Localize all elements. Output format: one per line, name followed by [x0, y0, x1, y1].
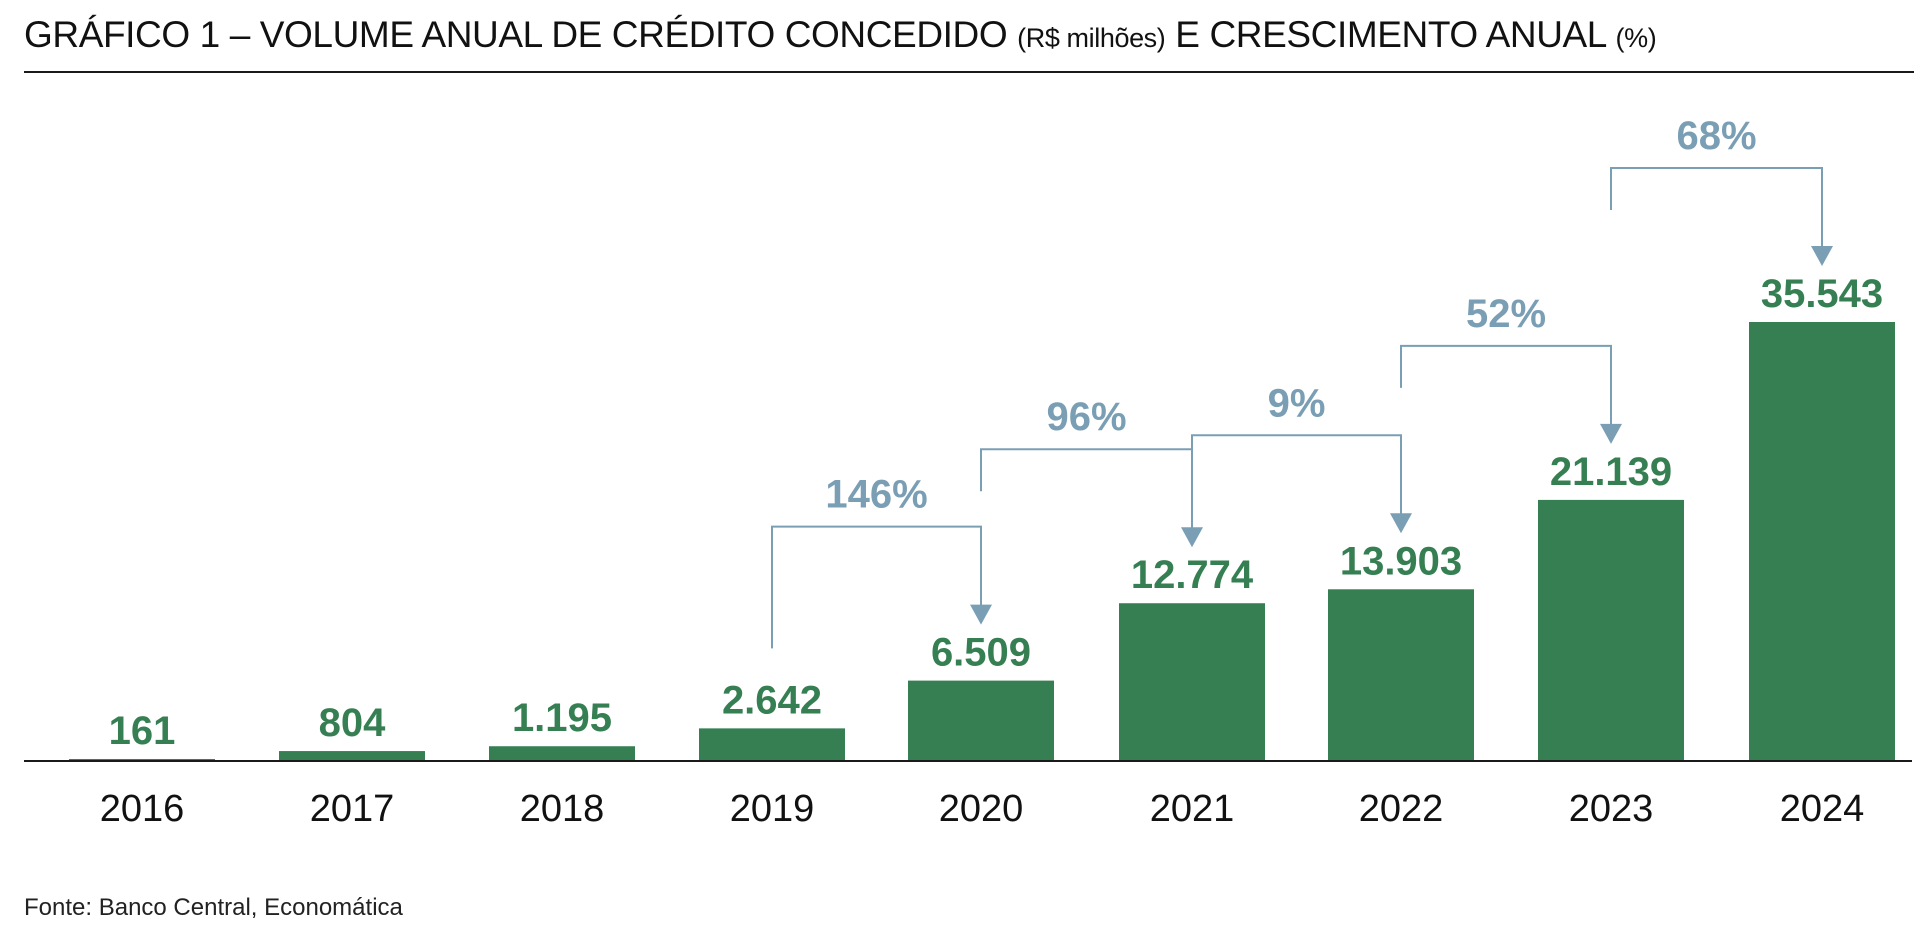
x-tick-2020: 2020 [939, 788, 1024, 830]
source-note: Fonte: Banco Central, Economática [24, 894, 403, 921]
value-label-2019: 2.642 [722, 678, 822, 722]
value-label-2018: 1.195 [512, 696, 612, 740]
x-tick-2021: 2021 [1150, 788, 1235, 830]
x-tick-2018: 2018 [520, 788, 605, 830]
title-divider [24, 71, 1914, 73]
bar-2017 [279, 751, 425, 761]
value-label-2023: 21.139 [1550, 450, 1672, 494]
bar-2019 [699, 728, 845, 761]
x-tick-2019: 2019 [730, 788, 815, 830]
growth-label-2019-2020: 146% [825, 473, 927, 517]
value-label-2022: 13.903 [1340, 539, 1462, 583]
growth-connector-2021-2022 [1191, 434, 1402, 516]
x-tick-2024: 2024 [1780, 788, 1865, 830]
value-label-2021: 12.774 [1131, 553, 1254, 597]
title-growth: E CRESCIMENTO ANUAL [1175, 14, 1606, 55]
value-label-2016: 161 [109, 709, 176, 753]
x-tick-2016: 2016 [100, 788, 185, 830]
title-main: GRÁFICO 1 – VOLUME ANUAL DE CRÉDITO CONC… [24, 14, 1008, 55]
x-tick-2023: 2023 [1569, 788, 1654, 830]
growth-arrowhead-2020 [970, 604, 992, 625]
bar-2018 [489, 746, 635, 761]
bar-2024 [1749, 322, 1895, 761]
growth-connector-2023-2024 [1610, 167, 1823, 248]
growth-connector-2019-2020 [771, 525, 982, 649]
value-label-2017: 804 [319, 701, 386, 745]
chart-title: GRÁFICO 1 – VOLUME ANUAL DE CRÉDITO CONC… [24, 14, 1657, 56]
bar-2020 [908, 680, 1054, 761]
credit-volume-chart: 161 2016 804 2017 1.195 2018 2.642 2019 6.509 202… [24, 114, 1912, 830]
growth-connector-2022-2023 [1400, 344, 1612, 426]
growth-label-2022-2023: 52% [1466, 292, 1546, 336]
growth-label-2023-2024: 68% [1676, 114, 1756, 158]
growth-arrowhead-2021 [1181, 527, 1203, 548]
value-label-2020: 6.509 [931, 631, 1031, 675]
title-unit-percent: (%) [1615, 23, 1657, 53]
bar-2022 [1328, 589, 1474, 761]
growth-label-2021-2022: 9% [1268, 381, 1326, 425]
title-unit-volume: (R$ milhões) [1017, 23, 1166, 53]
value-label-2024: 35.543 [1761, 272, 1883, 316]
bar-2023 [1538, 499, 1684, 761]
growth-arrowhead-2022 [1390, 513, 1412, 534]
growth-label-2020-2021: 96% [1046, 395, 1126, 439]
growth-connector-2020-2021 [980, 448, 1193, 530]
growth-arrowhead-2024 [1811, 246, 1833, 266]
x-tick-2022: 2022 [1359, 788, 1444, 830]
x-tick-2017: 2017 [310, 788, 395, 830]
growth-arrowhead-2023 [1600, 423, 1622, 444]
bar-2021 [1119, 603, 1265, 761]
